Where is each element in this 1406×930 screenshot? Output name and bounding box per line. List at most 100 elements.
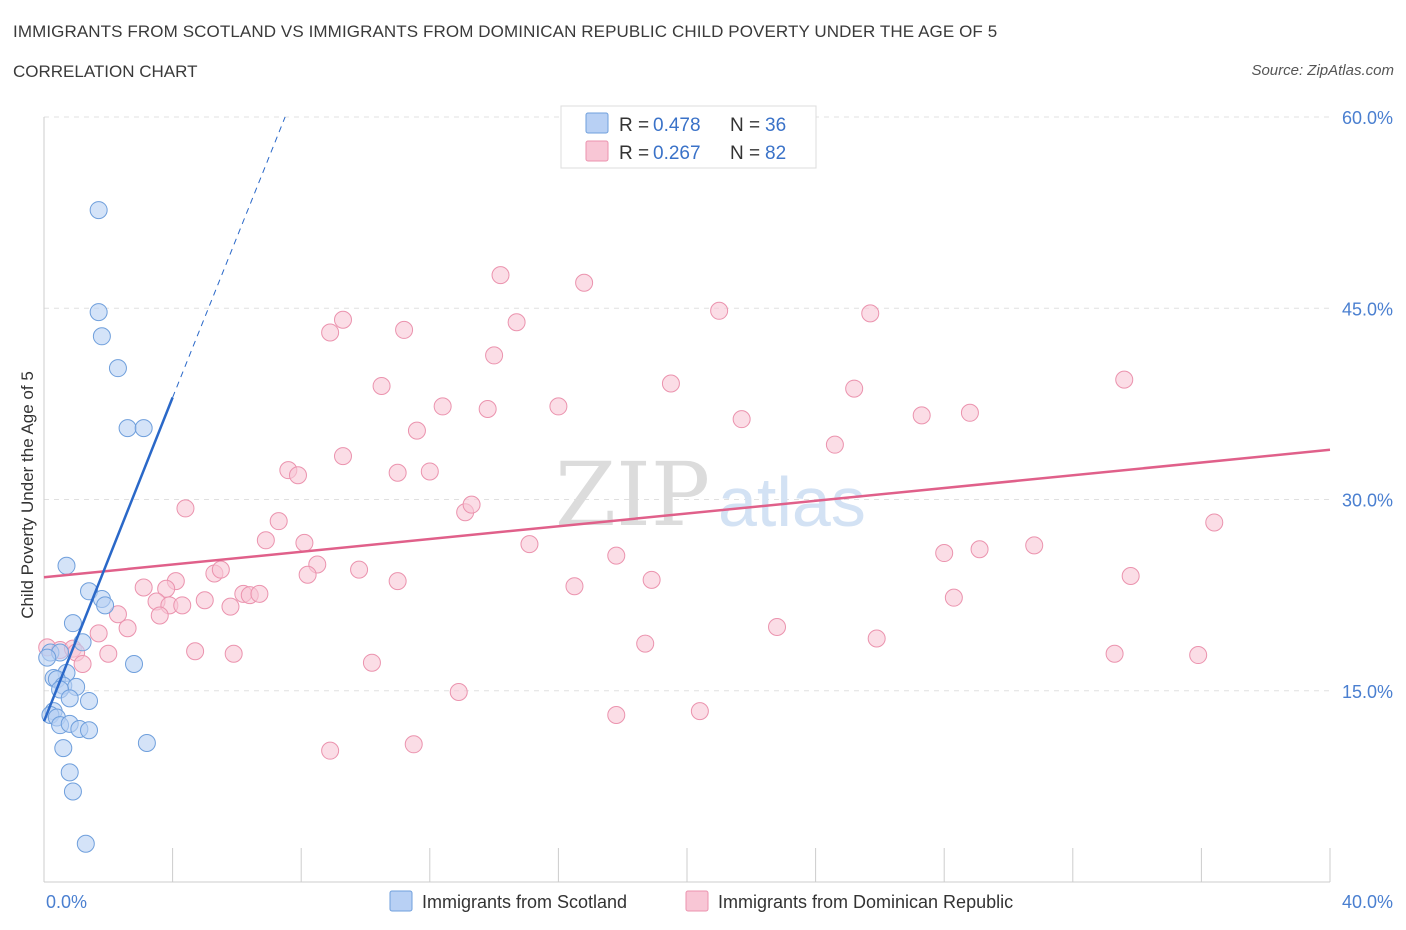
legend-n-value-dominican: 82 bbox=[765, 143, 786, 164]
data-point-dominican bbox=[1115, 370, 1134, 389]
data-point-scotland bbox=[80, 691, 99, 710]
y-tick-label: 60.0% bbox=[1342, 108, 1393, 128]
data-point-dominican bbox=[195, 591, 214, 610]
data-point-dominican bbox=[845, 379, 864, 398]
bottom-legend-swatch-dominican bbox=[685, 890, 709, 912]
data-point-dominican bbox=[462, 495, 481, 514]
chart-subtitle: CORRELATION CHART bbox=[13, 62, 198, 81]
data-point-dominican bbox=[607, 546, 626, 565]
data-point-dominican bbox=[636, 634, 655, 653]
data-point-scotland bbox=[118, 419, 137, 438]
top-legend: R = 0.478 N = 36 R = 0.267 N = 82 bbox=[560, 105, 817, 169]
legend-n-label-dominican: N = bbox=[730, 143, 760, 164]
data-point-dominican bbox=[867, 629, 886, 648]
trend-lines bbox=[42, 116, 1331, 722]
data-point-dominican bbox=[661, 374, 680, 393]
legend-swatch-dominican bbox=[585, 140, 609, 162]
data-point-dominican bbox=[710, 301, 729, 320]
data-point-dominican bbox=[118, 619, 137, 638]
data-point-dominican bbox=[1189, 646, 1208, 665]
data-point-dominican bbox=[944, 588, 963, 607]
x-tick-labels: 0.0% 40.0% bbox=[46, 892, 1393, 912]
data-point-dominican bbox=[176, 499, 195, 518]
watermark: ZIP atlas bbox=[555, 443, 866, 546]
data-point-dominican bbox=[642, 570, 661, 589]
data-point-scotland bbox=[54, 739, 73, 758]
data-point-dominican bbox=[99, 644, 118, 663]
x-tick-label: 0.0% bbox=[46, 892, 87, 912]
data-point-dominican bbox=[970, 540, 989, 559]
data-point-dominican bbox=[520, 535, 539, 554]
trend-line-dominican bbox=[43, 448, 1331, 579]
trend-line-scotland bbox=[42, 397, 174, 722]
data-point-scotland bbox=[134, 419, 153, 438]
data-point-scotland bbox=[89, 201, 108, 220]
data-point-scotland bbox=[38, 648, 57, 667]
legend-n-label-scotland: N = bbox=[730, 115, 760, 136]
data-point-scotland bbox=[63, 614, 82, 633]
data-point-dominican bbox=[372, 377, 391, 396]
data-point-dominican bbox=[690, 702, 709, 721]
data-point-dominican bbox=[1105, 644, 1124, 663]
trend-line-scotland-extension bbox=[172, 116, 286, 398]
data-point-dominican bbox=[395, 320, 414, 339]
data-point-dominican bbox=[333, 310, 352, 329]
legend-n-value-scotland: 36 bbox=[765, 115, 786, 136]
y-tick-label: 15.0% bbox=[1342, 682, 1393, 702]
data-point-dominican bbox=[134, 578, 153, 597]
bottom-legend-swatch-scotland bbox=[389, 890, 413, 912]
data-point-dominican bbox=[732, 410, 751, 429]
data-point-dominican bbox=[333, 447, 352, 466]
data-point-dominican bbox=[269, 512, 288, 531]
data-point-scotland bbox=[137, 734, 156, 753]
y-axis-title: Child Poverty Under the Age of 5 bbox=[18, 371, 37, 619]
data-point-scotland bbox=[63, 782, 82, 801]
data-point-dominican bbox=[420, 462, 439, 481]
data-point-dominican bbox=[89, 624, 108, 643]
data-point-dominican bbox=[449, 683, 468, 702]
data-point-dominican bbox=[433, 397, 452, 416]
data-point-scotland bbox=[96, 596, 115, 615]
data-point-dominican bbox=[861, 304, 880, 323]
data-point-dominican bbox=[298, 565, 317, 584]
data-point-dominican bbox=[388, 463, 407, 482]
axes bbox=[43, 117, 1331, 883]
legend-r-value-dominican: 0.267 bbox=[653, 143, 701, 164]
data-point-dominican bbox=[478, 399, 497, 418]
data-point-dominican bbox=[288, 466, 307, 485]
data-point-dominican bbox=[256, 531, 275, 550]
data-point-dominican bbox=[224, 644, 243, 663]
data-point-dominican bbox=[73, 654, 92, 673]
data-point-scotland bbox=[89, 303, 108, 322]
data-point-dominican bbox=[960, 403, 979, 422]
y-tick-labels: 15.0% 30.0% 45.0% 60.0% bbox=[1342, 108, 1393, 702]
bottom-legend-label-dominican: Immigrants from Dominican Republic bbox=[718, 892, 1013, 912]
data-point-dominican bbox=[485, 346, 504, 365]
data-point-dominican bbox=[1121, 567, 1140, 585]
data-point-dominican bbox=[768, 618, 787, 636]
data-point-dominican bbox=[1025, 536, 1044, 555]
watermark-zip: ZIP bbox=[555, 443, 710, 546]
data-point-dominican bbox=[607, 705, 626, 724]
data-point-dominican bbox=[575, 273, 594, 292]
data-point-dominican bbox=[250, 584, 269, 603]
bottom-legend: Immigrants from Scotland Immigrants from… bbox=[389, 890, 1013, 912]
series-scotland-points bbox=[38, 201, 156, 853]
data-point-dominican bbox=[912, 406, 931, 425]
data-point-dominican bbox=[491, 266, 510, 285]
x-tick-label: 40.0% bbox=[1342, 892, 1393, 912]
data-point-dominican bbox=[211, 560, 230, 579]
data-point-dominican bbox=[321, 323, 340, 342]
data-point-dominican bbox=[221, 597, 240, 616]
data-point-dominican bbox=[507, 313, 526, 332]
chart-title: IMMIGRANTS FROM SCOTLAND VS IMMIGRANTS F… bbox=[13, 22, 998, 41]
data-point-dominican bbox=[388, 572, 407, 591]
data-point-scotland bbox=[80, 721, 99, 740]
data-point-dominican bbox=[350, 560, 369, 579]
data-point-dominican bbox=[362, 653, 381, 672]
legend-swatch-scotland bbox=[585, 112, 609, 134]
data-point-dominican bbox=[935, 544, 954, 563]
data-point-dominican bbox=[173, 596, 192, 615]
data-point-dominican bbox=[108, 605, 127, 624]
legend-r-label-scotland: R = bbox=[619, 115, 649, 136]
